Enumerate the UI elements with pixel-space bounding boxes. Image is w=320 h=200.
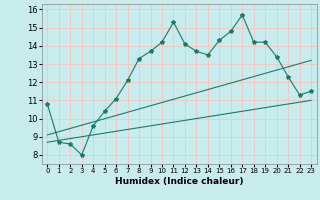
X-axis label: Humidex (Indice chaleur): Humidex (Indice chaleur) xyxy=(115,177,244,186)
